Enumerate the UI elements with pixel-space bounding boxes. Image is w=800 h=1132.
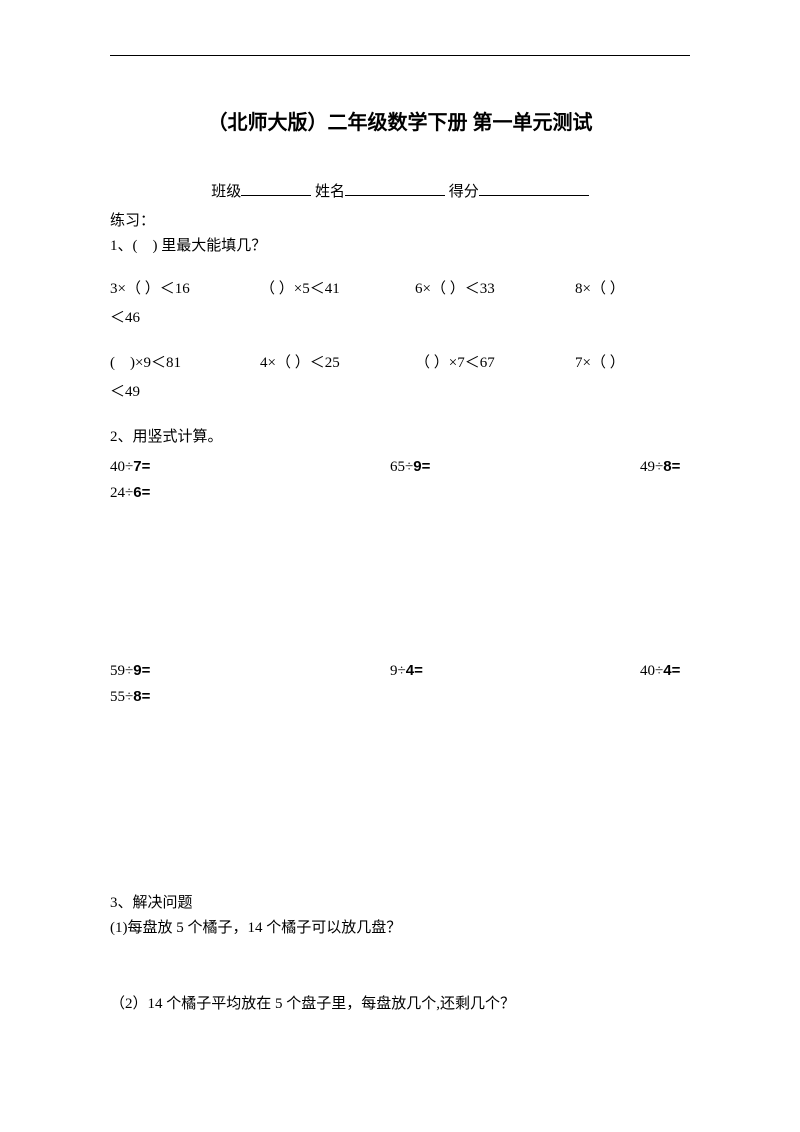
score-blank [479, 181, 589, 196]
workspace-gap-3 [110, 937, 690, 992]
q1-r2-b: 4×（ ）＜25 [260, 351, 415, 372]
student-info-line: 班级 姓名 得分 [110, 180, 690, 201]
q1-r1-d: 8×（ ） [575, 277, 625, 298]
name-blank [345, 181, 445, 196]
q3-title: 3、解决问题 [110, 891, 690, 912]
q2-r1-b: 65÷9= [390, 458, 640, 476]
q2-r1-a: 40÷7= [110, 458, 390, 476]
q2-row-1: 40÷7= 65÷9= 49÷8= [110, 458, 690, 476]
q1-r1-wrap: ＜46 [110, 306, 690, 327]
class-label: 班级 [211, 184, 241, 200]
q1-r1-b: （ ）×5＜41 [260, 277, 415, 298]
name-label: 姓名 [315, 184, 345, 200]
q2-r2-extra: 55÷8= [110, 688, 690, 706]
practice-label: 练习： [110, 209, 690, 230]
q2-title: 2、用竖式计算。 [110, 425, 690, 446]
q1-row-2: ( )×9＜81 4×（ ）＜25 （ ）×7＜67 7×（ ） [110, 351, 690, 372]
q1-r2-d: 7×（ ） [575, 351, 625, 372]
workspace-gap-1 [110, 502, 690, 662]
q1-r1-c: 6×（ ）＜33 [415, 277, 575, 298]
q3-sub2: （2）14 个橘子平均放在 5 个盘子里，每盘放几个,还剩几个？ [110, 992, 690, 1013]
top-horizontal-rule [110, 55, 690, 56]
q1-r1-a: 3×（ ）＜16 [110, 277, 260, 298]
q1-intro: 1、( ) 里最大能填几？ [110, 234, 690, 255]
q2-r2-b: 9÷4= [390, 662, 640, 680]
document-title: （北师大版）二年级数学下册 第一单元测试 [110, 106, 690, 135]
q2-row-2: 59÷9= 9÷4= 40÷4= [110, 662, 690, 680]
score-label: 得分 [449, 184, 479, 200]
q2-r1-extra: 24÷6= [110, 484, 690, 502]
q1-r2-c: （ ）×7＜67 [415, 351, 575, 372]
class-blank [241, 181, 311, 196]
q2-r1-c: 49÷8= [640, 458, 680, 476]
q1-r2-a: ( )×9＜81 [110, 351, 260, 372]
q1-row-1: 3×（ ）＜16 （ ）×5＜41 6×（ ）＜33 8×（ ） [110, 277, 690, 298]
q1-r2-wrap: ＜49 [110, 380, 690, 401]
workspace-gap-2 [110, 706, 690, 891]
q2-r2-a: 59÷9= [110, 662, 390, 680]
q3-sub1: (1)每盘放 5 个橘子，14 个橘子可以放几盘？ [110, 916, 690, 937]
q2-r2-c: 40÷4= [640, 662, 680, 680]
